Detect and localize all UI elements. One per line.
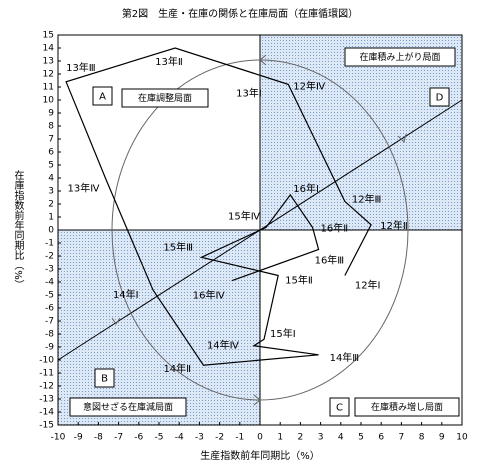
cycle-arrow: [397, 133, 407, 143]
y-tick-label: 10: [43, 96, 55, 106]
y-tick-label: -1: [45, 239, 54, 249]
x-tick-label: 2: [298, 433, 304, 443]
quadrant-letter: B: [101, 374, 108, 385]
y-tick-label: 11: [43, 83, 54, 93]
quadrant-text-box: [354, 397, 460, 417]
y-tick-label: 0: [48, 226, 54, 236]
x-tick-label: -6: [134, 433, 143, 443]
y-tick-label: 15: [43, 31, 54, 41]
quadrant-text: 在庫調整局面: [138, 92, 192, 104]
x-axis-title: 生産指数前年同期比（%）: [200, 449, 320, 462]
cycle-arrow: [111, 317, 121, 325]
point-label: 13年Ⅰ: [236, 87, 262, 100]
quadrant-text-box: [69, 397, 187, 417]
y-tick-label: 8: [48, 122, 54, 132]
x-tick-label: 7: [399, 433, 405, 443]
x-tick-label: -10: [51, 433, 66, 443]
y-tick-label: -2: [45, 252, 54, 262]
quadrant-letter-box: [329, 397, 350, 417]
y-tick-label: 3: [48, 187, 54, 197]
y-tick-label: 9: [48, 109, 54, 119]
y-tick-label: 1: [48, 213, 54, 223]
point-label: 15年Ⅳ: [228, 209, 261, 222]
x-tick-label: 8: [419, 433, 425, 443]
quadrant-letter: C: [336, 403, 343, 414]
quadrant-letter: D: [436, 93, 444, 104]
y-tick-label: -11: [39, 369, 54, 379]
x-tick-label: 9: [439, 433, 445, 443]
x-tick-label: 6: [378, 433, 384, 443]
point-label: 13年Ⅳ: [67, 182, 100, 195]
x-tick-label: -1: [235, 433, 244, 443]
point-label: 16年Ⅰ: [293, 182, 319, 195]
x-tick-label: -3: [195, 433, 204, 443]
x-tick-label: 0: [257, 433, 263, 443]
point-label: 14年Ⅳ: [207, 339, 240, 352]
point-label: 15年Ⅱ: [285, 274, 313, 287]
quadrant-text: 在庫積み増し局面: [371, 401, 443, 413]
point-label: 12年Ⅲ: [352, 192, 382, 205]
point-label: 12年Ⅳ: [293, 79, 326, 92]
y-tick-label: -15: [39, 421, 54, 431]
y-tick-label: -6: [45, 304, 54, 314]
y-tick-label: 5: [48, 161, 54, 171]
y-tick-label: 12: [43, 70, 54, 80]
x-tick-label: -2: [215, 433, 224, 443]
quadrant-text-box: [121, 88, 209, 108]
x-tick-label: -8: [94, 433, 103, 443]
y-tick-label: 13: [43, 57, 54, 67]
point-label: 16年Ⅳ: [193, 289, 226, 302]
cycle-arrow: [253, 394, 261, 406]
x-tick-label: 10: [456, 433, 468, 443]
y-tick-label: -7: [45, 317, 54, 327]
x-tick-label: -5: [155, 433, 164, 443]
quadrant-text: 在庫積み上がり局面: [359, 51, 440, 63]
y-tick-label: -8: [45, 330, 54, 340]
y-tick-label: -12: [39, 382, 54, 392]
quadrant-letter: A: [99, 92, 106, 103]
y-tick-label: -3: [45, 265, 54, 275]
x-tick-label: 4: [338, 433, 344, 443]
point-label: 16年Ⅲ: [315, 254, 345, 267]
cycle-line: [65, 47, 372, 366]
quadrant-text-box: [344, 47, 456, 67]
point-label: 13年Ⅱ: [155, 55, 183, 68]
quadrant-letter-box: [94, 368, 115, 388]
y-tick-label: -5: [45, 291, 54, 301]
chart-title: 第2図 生産・在庫の関係と在庫局面（在庫循環図）: [122, 7, 358, 20]
y-tick-label: -13: [39, 395, 54, 405]
point-label: 15年Ⅲ: [163, 240, 193, 253]
point-label: 12年Ⅰ: [355, 279, 381, 292]
y-tick-label: -14: [39, 408, 54, 418]
x-tick-label: 5: [358, 433, 364, 443]
quadrant-shade: [58, 230, 260, 425]
point-label: 14年Ⅲ: [330, 351, 360, 364]
y-tick-label: -4: [45, 278, 54, 288]
quadrant-shade: [260, 35, 462, 230]
quadrant-letter-box: [92, 86, 113, 106]
x-tick-label: 3: [318, 433, 324, 443]
y-tick-label: -10: [39, 356, 54, 366]
x-tick-label: -4: [175, 433, 184, 443]
point-label: 13年Ⅲ: [66, 61, 96, 74]
point-label: 16年Ⅱ: [321, 221, 349, 234]
quadrant-letter-box: [429, 87, 450, 107]
x-tick-label: 1: [277, 433, 283, 443]
point-label: 14年Ⅱ: [163, 362, 191, 375]
cycle-arrow: [259, 54, 267, 66]
y-tick-label: 7: [48, 135, 54, 145]
quadrant-text: 意図せざる在庫減局面: [83, 401, 173, 413]
y-tick-label: 14: [43, 44, 55, 54]
point-label: 15年Ⅰ: [270, 327, 296, 340]
y-tick-label: 4: [48, 174, 54, 184]
y-axis-title: 在庫指数前年同期比（%）: [12, 170, 24, 290]
x-tick-label: -7: [114, 433, 123, 443]
y-tick-label: 2: [48, 200, 54, 210]
point-label: 14年Ⅰ: [113, 288, 139, 301]
x-tick-label: -9: [74, 433, 83, 443]
y-tick-label: -9: [45, 343, 54, 353]
point-label: 12年Ⅱ: [380, 219, 408, 232]
y-tick-label: 6: [48, 148, 54, 158]
